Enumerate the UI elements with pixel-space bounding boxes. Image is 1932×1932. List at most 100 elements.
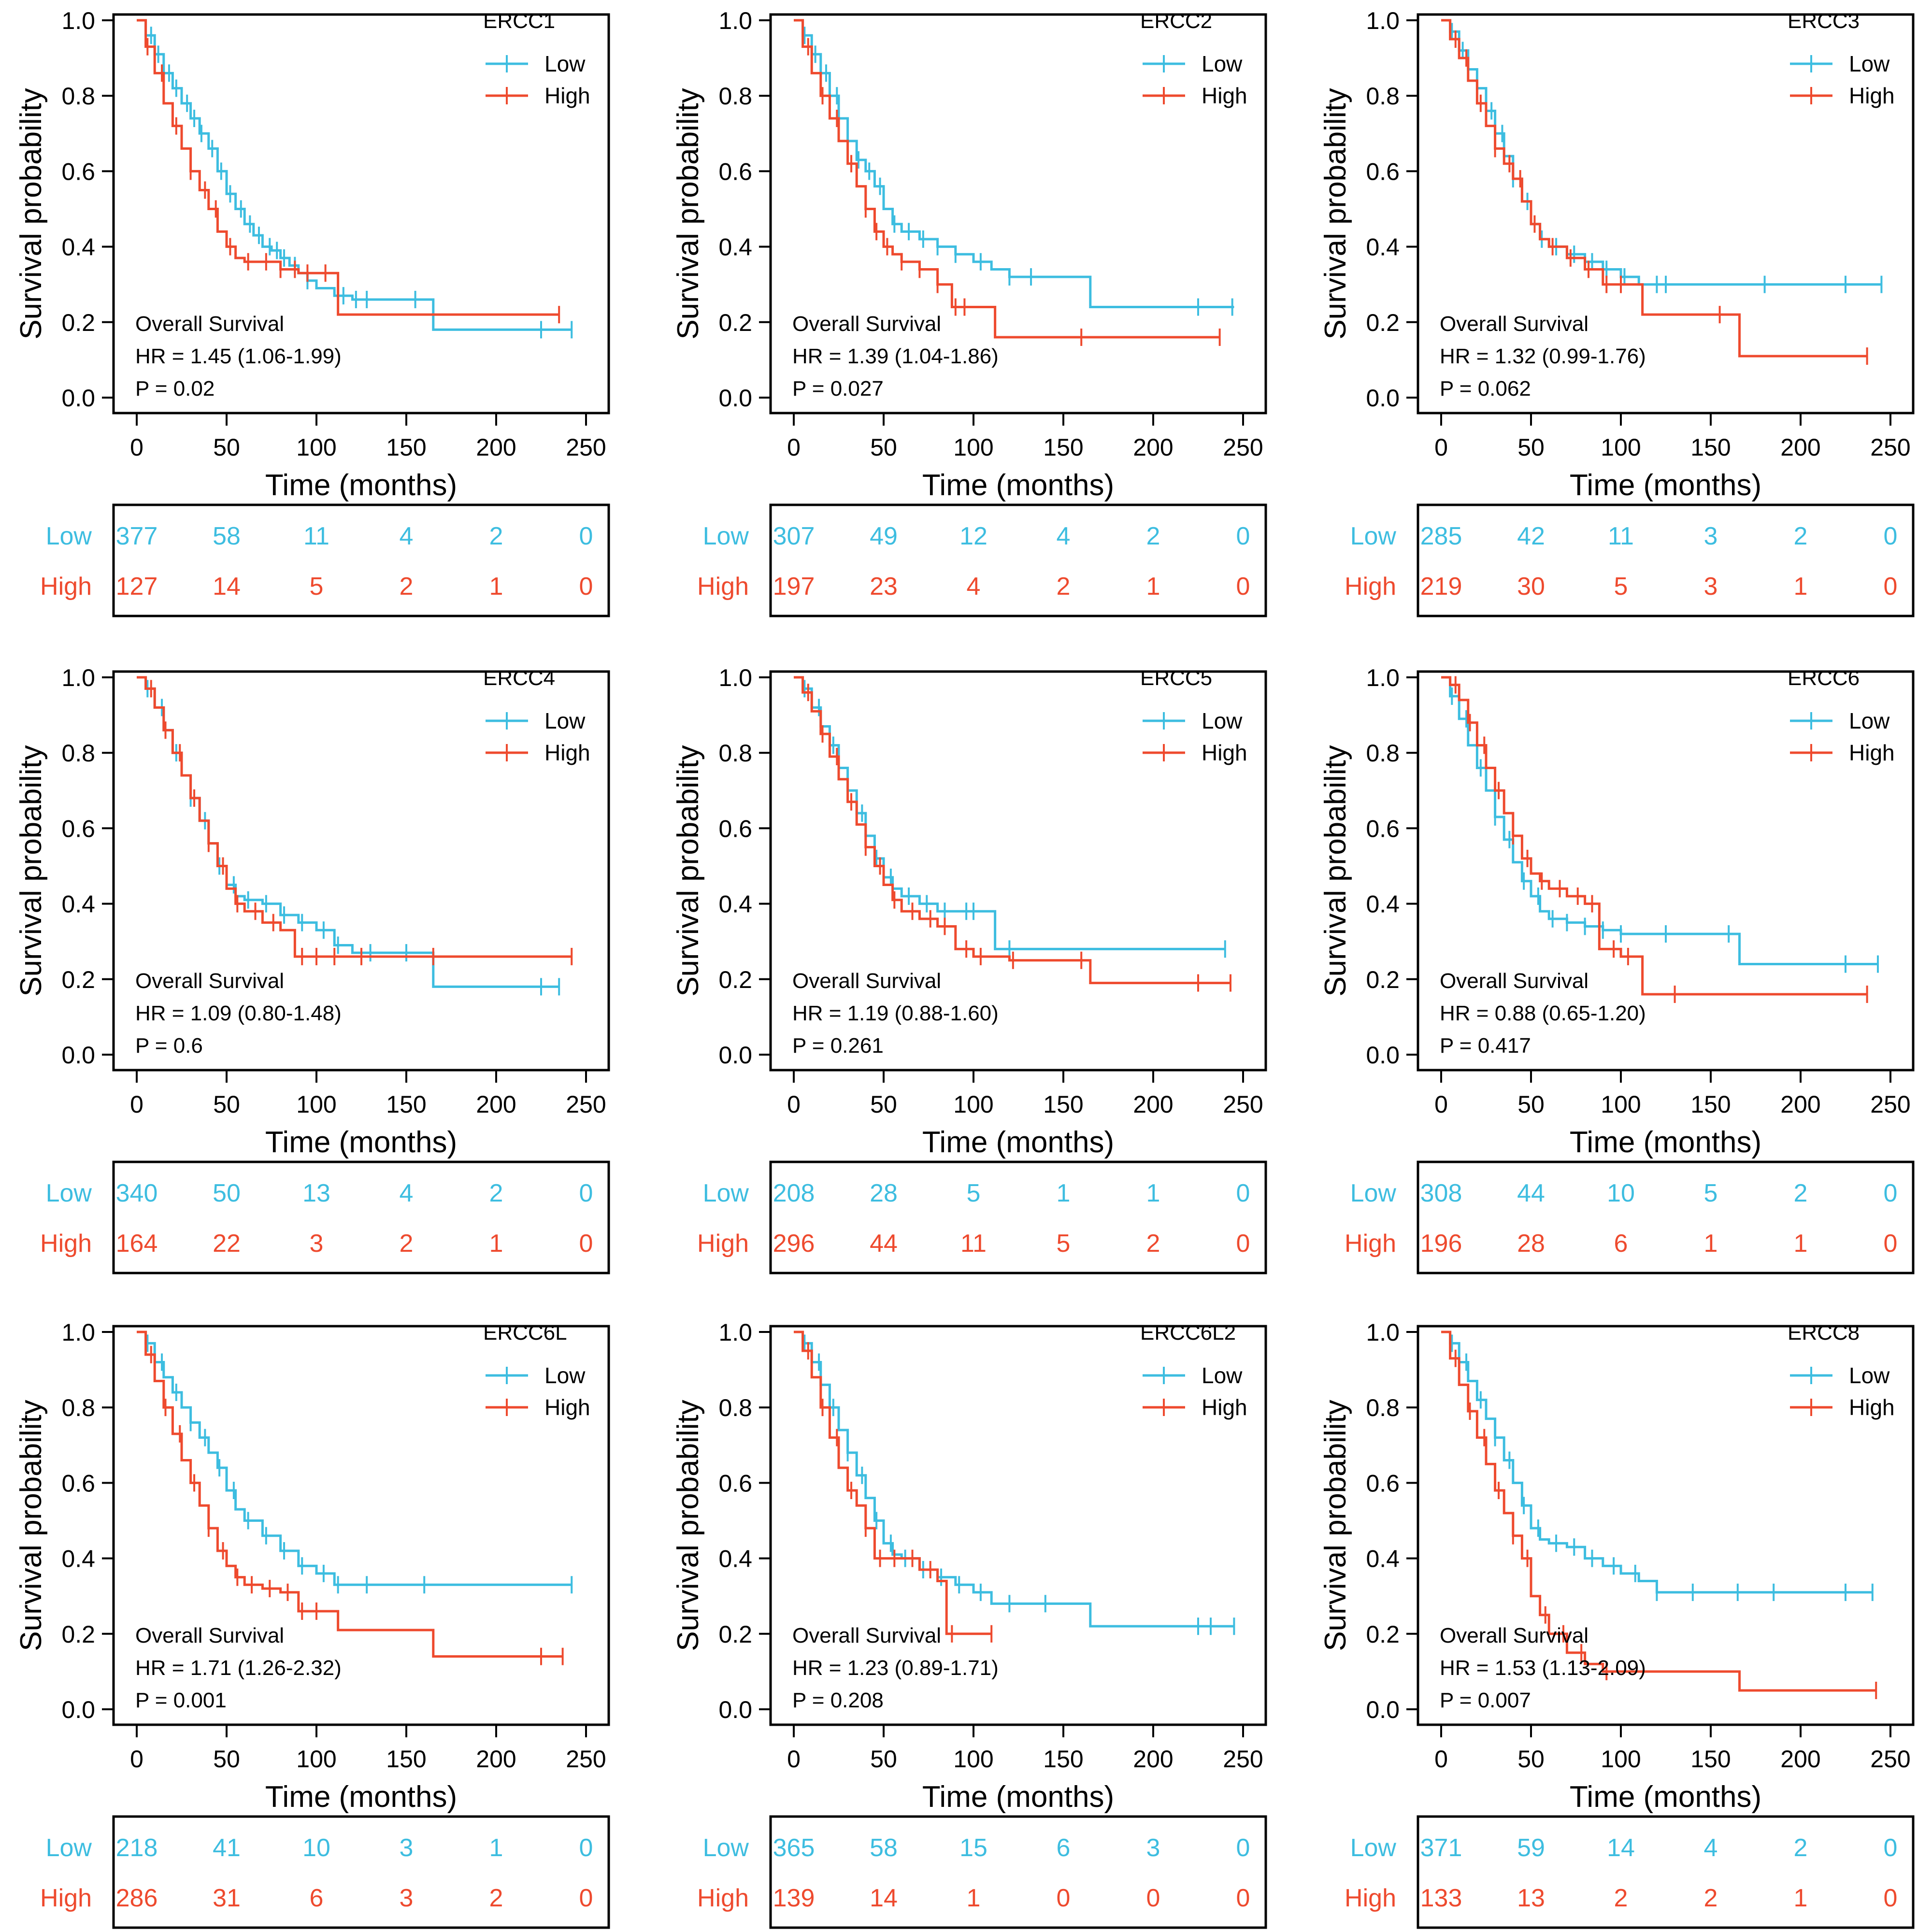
y-tick-label: 0.6 [61, 158, 95, 185]
risk-count-high: 3 [400, 1884, 414, 1912]
km-panel-ercc2: 0.0 0.2 0.4 0.6 0.8 1.0 0 50 100 150 200 250 Time (m… [672, 7, 1267, 502]
x-axis-title: Time (months) [922, 1780, 1114, 1814]
risk-row-label-high: High [697, 1230, 749, 1258]
km-curve-high [137, 19, 559, 316]
x-tick-label: 200 [1133, 434, 1173, 461]
y-axis-title: Survival probability [672, 88, 705, 339]
y-tick-label: 1.0 [1366, 1319, 1400, 1346]
x-tick-label: 150 [1043, 1746, 1083, 1773]
stat-overall-survival: Overall Survival [1440, 312, 1589, 336]
y-tick-label: 0.0 [1366, 385, 1400, 412]
y-tick-label: 0.8 [718, 740, 752, 767]
legend-label-high: High [1849, 83, 1895, 108]
legend-label-low: Low [1202, 1363, 1243, 1388]
x-tick-label: 100 [296, 1746, 336, 1773]
risk-count-low: 0 [1884, 522, 1898, 550]
risk-count-high: 5 [1614, 572, 1628, 601]
risk-count-high: 127 [116, 572, 158, 601]
risk-count-high: 2 [489, 1884, 503, 1912]
plot-frame [769, 13, 1267, 415]
x-tick-label: 200 [476, 1091, 516, 1118]
risk-count-high: 5 [1057, 1230, 1071, 1258]
km-curve-low [794, 676, 1225, 950]
risk-count-high: 13 [1517, 1884, 1545, 1912]
risk-count-high: 0 [1236, 1230, 1250, 1258]
y-tick-label: 0.6 [718, 158, 752, 185]
risk-count-low: 1 [1057, 1179, 1071, 1207]
risk-count-low: 59 [1517, 1834, 1545, 1862]
y-tick-label: 0.6 [718, 1470, 752, 1497]
risk-count-high: 164 [116, 1230, 158, 1258]
km-panel-ercc5: 0.0 0.2 0.4 0.6 0.8 1.0 0 50 100 150 200 250 Time (m… [672, 664, 1267, 1159]
x-tick-label: 150 [1043, 1091, 1083, 1118]
km-curve-low [1441, 1331, 1873, 1594]
km-curve-high [794, 19, 1220, 339]
y-tick-label: 0.2 [718, 309, 752, 336]
risk-count-low: 307 [773, 522, 815, 550]
risk-count-low: 10 [1607, 1179, 1635, 1207]
x-tick-label: 250 [1223, 1091, 1263, 1118]
x-tick-label: 100 [1601, 1091, 1641, 1118]
x-tick-label: 250 [1870, 1091, 1910, 1118]
legend-label-low: Low [544, 51, 586, 76]
km-curve-high [794, 1331, 992, 1635]
y-axis-title: Survival probability [1319, 88, 1352, 339]
legend-label-low: Low [544, 708, 586, 733]
y-tick-label: 0.8 [718, 83, 752, 110]
risk-row-label-low: Low [46, 1179, 92, 1207]
risk-table-ercc2: Low 307 49 12 4 2 0 High 197 23 4 2 1 0 [697, 503, 1267, 617]
y-tick-label: 0.2 [1366, 309, 1400, 336]
x-tick-label: 0 [1434, 1746, 1448, 1773]
risk-count-high: 2 [400, 1230, 414, 1258]
y-tick-label: 0.8 [61, 83, 95, 110]
km-curve-low [137, 1331, 572, 1586]
x-tick-label: 150 [386, 1746, 426, 1773]
risk-count-high: 28 [1517, 1230, 1545, 1258]
gene-title: ERCC6 [1788, 666, 1860, 690]
risk-count-high: 4 [967, 572, 981, 601]
risk-row-label-low: Low [703, 1834, 749, 1862]
plot-frame [112, 1325, 610, 1726]
stat-p-value: P = 0.02 [135, 377, 215, 401]
risk-count-high: 0 [1884, 1230, 1898, 1258]
risk-count-low: 308 [1420, 1179, 1462, 1207]
y-tick-label: 0.6 [61, 815, 95, 842]
x-tick-label: 50 [870, 434, 897, 461]
plot-frame [769, 1325, 1267, 1726]
gene-title: ERCC6L2 [1140, 1321, 1236, 1345]
risk-row-label-low: Low [46, 522, 92, 550]
legend-label-high: High [1849, 740, 1895, 765]
x-tick-label: 250 [1870, 434, 1910, 461]
risk-count-high: 6 [1614, 1230, 1628, 1258]
risk-count-high: 0 [579, 1230, 593, 1258]
risk-count-high: 0 [1884, 572, 1898, 601]
legend-label-high: High [544, 740, 590, 765]
y-tick-label: 0.0 [61, 385, 95, 412]
y-tick-label: 0.0 [718, 1696, 752, 1723]
km-curve-high [1441, 676, 1867, 996]
risk-count-low: 340 [116, 1179, 158, 1207]
x-tick-label: 150 [1690, 1746, 1731, 1773]
risk-count-low: 10 [302, 1834, 330, 1862]
risk-count-high: 44 [870, 1230, 898, 1258]
x-tick-label: 100 [296, 434, 336, 461]
x-tick-label: 200 [1780, 1746, 1820, 1773]
risk-count-low: 6 [1057, 1834, 1071, 1862]
risk-count-high: 0 [1236, 1884, 1250, 1912]
km-curve-high [137, 1331, 563, 1658]
risk-count-high: 197 [773, 572, 815, 601]
x-axis-title: Time (months) [922, 1126, 1114, 1159]
y-tick-label: 0.4 [718, 234, 752, 261]
risk-count-low: 0 [579, 1179, 593, 1207]
x-tick-label: 150 [386, 434, 426, 461]
risk-count-low: 4 [400, 522, 414, 550]
x-tick-label: 150 [1043, 434, 1083, 461]
risk-count-low: 3 [1704, 522, 1718, 550]
legend-label-high: High [544, 1395, 590, 1420]
km-panel-ercc6l: 0.0 0.2 0.4 0.6 0.8 1.0 0 50 100 150 200 250 Time (m… [14, 1319, 610, 1814]
risk-count-low: 0 [1236, 1179, 1250, 1207]
risk-count-low: 28 [870, 1179, 898, 1207]
x-tick-label: 0 [130, 1746, 143, 1773]
risk-count-low: 2 [1146, 522, 1160, 550]
